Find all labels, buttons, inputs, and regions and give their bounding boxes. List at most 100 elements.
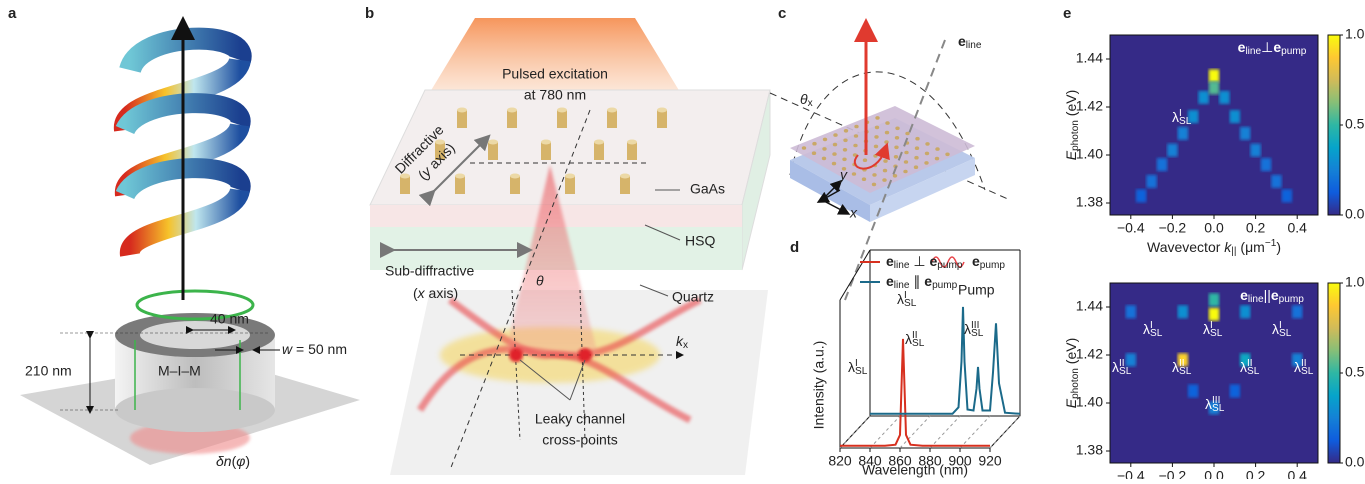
- x-tick-label: 0.2: [1246, 220, 1266, 236]
- spectrum: [870, 307, 1020, 414]
- x-tick-label: −0.4: [1117, 220, 1145, 236]
- heatmap-background: [1110, 35, 1318, 215]
- crosspoint-label: cross-points: [542, 432, 617, 448]
- cell: [1250, 144, 1260, 157]
- text-part: SL: [1212, 403, 1225, 414]
- pillar: [822, 147, 826, 151]
- text-part: ⊥: [910, 253, 930, 269]
- pump-label: Pump: [958, 282, 995, 298]
- x-tick-label: 0.2: [1246, 468, 1266, 479]
- cell: [1178, 127, 1188, 140]
- pillar: [894, 155, 898, 159]
- floor-guide: [930, 416, 960, 448]
- pillar: [488, 142, 498, 160]
- text-part: SL: [1247, 366, 1260, 377]
- text-part: photon: [1070, 120, 1081, 151]
- e-pump-label: epump: [972, 253, 1005, 271]
- pillar: [945, 153, 949, 157]
- legend-label: eline ∥ epump: [886, 273, 958, 291]
- text-part: λ: [1203, 321, 1210, 337]
- pillar: [935, 157, 939, 161]
- text-part: λ: [1172, 359, 1179, 375]
- quartz-label: Quartz: [672, 289, 714, 305]
- pillar: [895, 136, 899, 140]
- pillar: [862, 177, 866, 181]
- text-part: pump: [937, 260, 963, 271]
- x-tick-label: −0.2: [1159, 468, 1187, 479]
- pillar: [915, 146, 919, 150]
- text-part: SL: [1179, 116, 1192, 127]
- text-part: (eV): [1063, 90, 1079, 120]
- pillar: [833, 143, 837, 147]
- theta-x-label: θx: [800, 91, 813, 109]
- text-part: λ: [1112, 359, 1119, 375]
- pillar: [904, 160, 908, 164]
- text-part: λ: [1143, 321, 1150, 337]
- y-tick-label: 1.38: [1076, 442, 1103, 458]
- pillar: [882, 178, 886, 182]
- text-part: SL: [1179, 366, 1192, 377]
- pillar: [833, 133, 837, 137]
- x-tick-label: 820: [828, 453, 852, 469]
- text-part: line: [966, 40, 982, 51]
- pillar: [893, 174, 897, 178]
- text-part: x: [683, 340, 688, 351]
- text-part: SL: [1279, 328, 1292, 339]
- pillar: [875, 126, 879, 130]
- pillar: [925, 152, 929, 156]
- crosspoint-label: Leaky channel: [535, 411, 625, 427]
- perturbation-label: δn(φ): [216, 453, 250, 469]
- pillar-top: [627, 140, 637, 145]
- text-part: λ: [1240, 359, 1247, 375]
- subdiffractive-label: (x axis): [413, 285, 458, 301]
- pillar: [843, 148, 847, 152]
- subdiffractive-label: Sub-diffractive: [385, 263, 474, 279]
- text-part: line: [894, 260, 910, 271]
- pillar: [565, 176, 575, 194]
- pillar: [620, 176, 630, 194]
- pillar: [842, 158, 846, 162]
- cell: [1209, 308, 1219, 321]
- text-part: (eV): [1063, 338, 1079, 368]
- cell: [1240, 305, 1250, 318]
- pillar: [594, 142, 604, 160]
- cell: [1188, 385, 1198, 398]
- pillar-top: [488, 140, 498, 145]
- pillar: [895, 127, 899, 131]
- cell: [1178, 305, 1188, 318]
- y-label: y: [839, 167, 848, 183]
- pillar: [874, 135, 878, 139]
- panel-label: d: [790, 239, 799, 256]
- text-part: e: [972, 253, 980, 269]
- colorbar-tick-label: 0.0: [1345, 206, 1365, 222]
- panel-label: e: [1063, 5, 1071, 22]
- text-part: axis): [425, 285, 458, 301]
- text-part: SL: [1119, 366, 1132, 377]
- theta-label: θ: [536, 273, 544, 289]
- panel-label: c: [778, 5, 786, 22]
- cell: [1209, 81, 1219, 94]
- pillar: [852, 172, 856, 176]
- pillar: [541, 142, 551, 160]
- text-part: e: [929, 253, 937, 269]
- text-part: SL: [912, 338, 925, 349]
- peak-label: λIIISL: [964, 320, 984, 339]
- x-tick-label: 920: [978, 453, 1002, 469]
- text-part: e: [1240, 287, 1248, 303]
- y-tick-label: 1.44: [1076, 298, 1103, 314]
- text-part: e: [1273, 39, 1281, 55]
- x-axis-label: Wavelength (nm): [862, 462, 968, 478]
- pillar: [863, 158, 867, 162]
- cross-point: [578, 348, 592, 362]
- x-axis-label: Wavevector k|| (μm−1): [1147, 238, 1281, 257]
- pillar: [854, 134, 858, 138]
- x-tick-label: −0.2: [1159, 220, 1187, 236]
- gaas-label: GaAs: [690, 181, 725, 197]
- text-part: e: [1271, 287, 1279, 303]
- x-tick-label: 0.4: [1287, 468, 1307, 479]
- panel-d: d: [790, 239, 799, 256]
- text-part: = 50 nm: [292, 341, 347, 357]
- pillar-top: [457, 108, 467, 113]
- colorbar-tick-label: 0.0: [1345, 454, 1365, 470]
